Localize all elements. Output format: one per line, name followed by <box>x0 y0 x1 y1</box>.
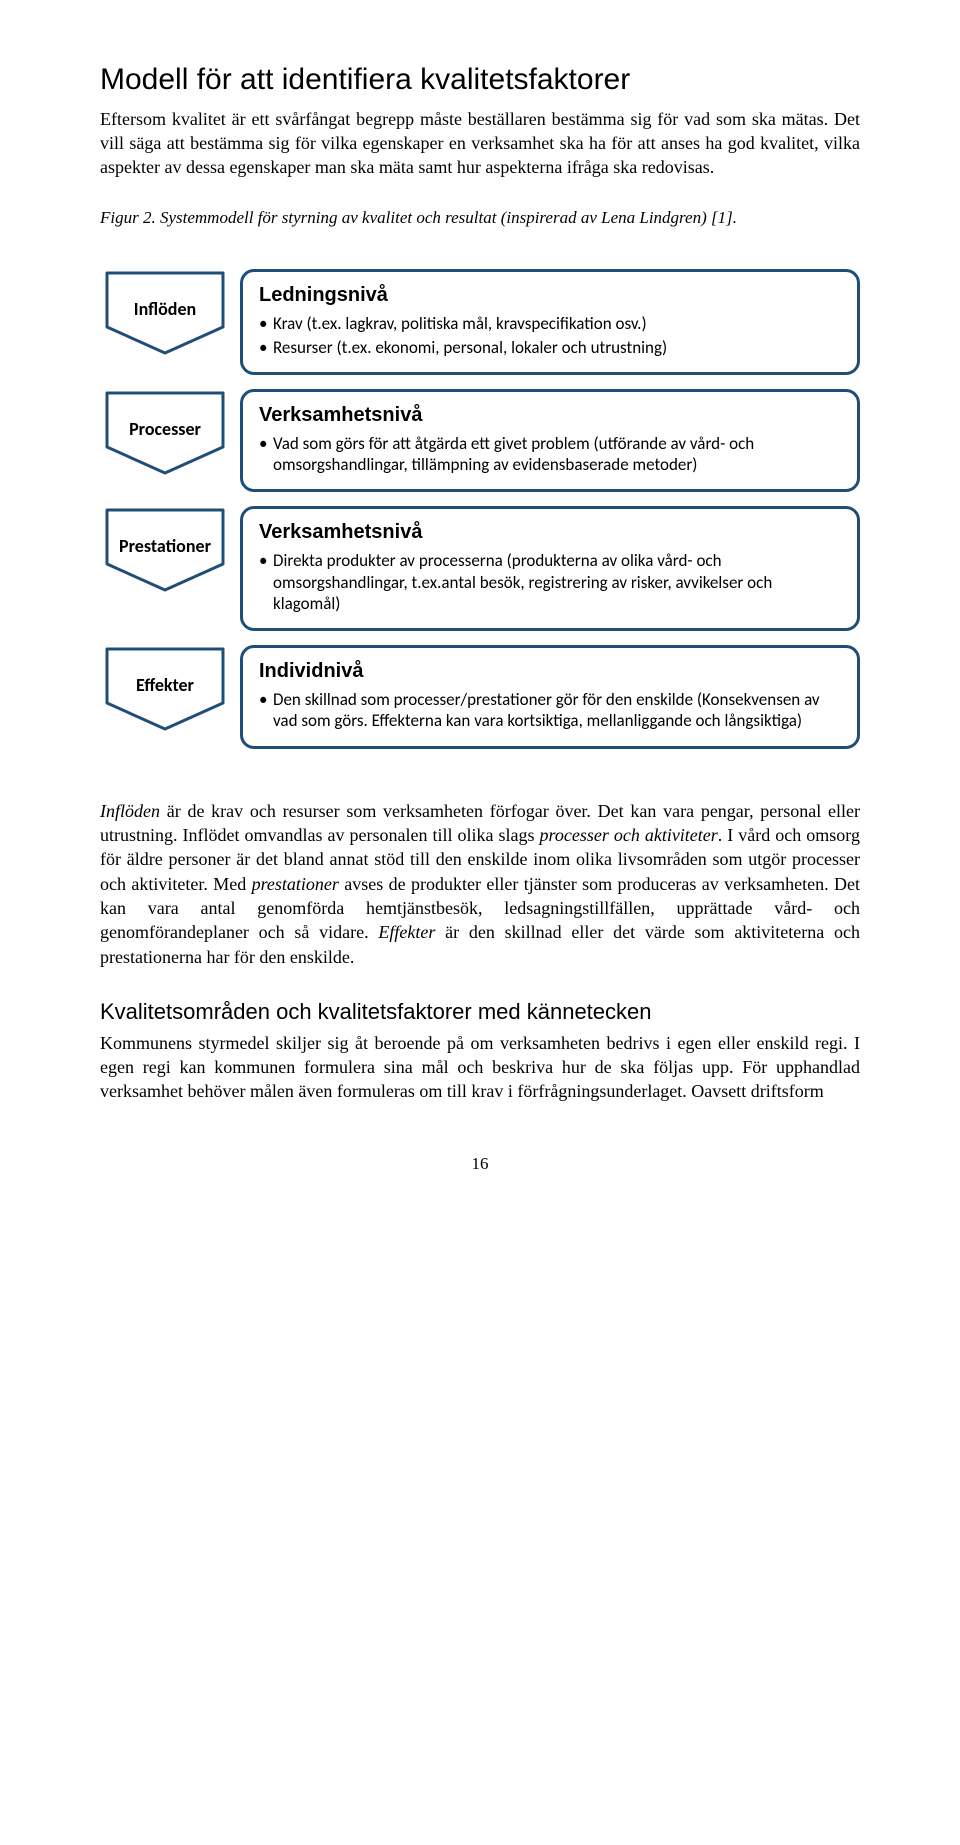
diagram-content-box: Verksamhetsnivå Direkta produkter av proc… <box>240 506 860 631</box>
bullet-item: Resurser (t.ex. ekonomi, personal, lokal… <box>259 337 841 358</box>
box-title: Verksamhetsnivå <box>259 402 841 429</box>
body-paragraph-1: Inflöden är de krav och resurser som ver… <box>100 799 860 969</box>
page-number: 16 <box>100 1153 860 1176</box>
chevron-label: Effekter <box>100 673 230 697</box>
chevron-down-icon: Effekter <box>100 645 230 749</box>
diagram-content-box: Verksamhetsnivå Vad som görs för att åtgä… <box>240 389 860 493</box>
diagram-row: Inflöden Ledningsnivå Krav (t.ex. lagkrav,… <box>100 269 860 375</box>
text-run: Inflöden <box>100 801 160 821</box>
system-model-diagram: Inflöden Ledningsnivå Krav (t.ex. lagkrav,… <box>100 269 860 748</box>
bullet-list: Den skillnad som processer/prestationer … <box>259 689 841 732</box>
chevron-label: Processer <box>100 417 230 441</box>
subheading: Kvalitetsområden och kvalitetsfaktorer m… <box>100 997 860 1027</box>
diagram-content-box: Individnivå Den skillnad som processer/pr… <box>240 645 860 749</box>
chevron-label: Inflöden <box>100 297 230 321</box>
intro-paragraph: Eftersom kvalitet är ett svårfångat begr… <box>100 107 860 180</box>
bullet-item: Vad som görs för att åtgärda ett givet p… <box>259 433 841 476</box>
chevron-down-icon: Processer <box>100 389 230 493</box>
text-run: processer och aktiviteter <box>540 825 718 845</box>
text-run: prestationer <box>252 874 339 894</box>
diagram-row: Effekter Individnivå Den skillnad som proc… <box>100 645 860 749</box>
bullet-item: Direkta produkter av processerna (produk… <box>259 550 841 614</box>
body-paragraph-2: Kommunens styrmedel skiljer sig åt beroe… <box>100 1031 860 1104</box>
box-title: Verksamhetsnivå <box>259 519 841 546</box>
bullet-item: Den skillnad som processer/prestationer … <box>259 689 841 732</box>
chevron-down-icon: Prestationer <box>100 506 230 631</box>
diagram-row: Prestationer Verksamhetsnivå Direkta produ… <box>100 506 860 631</box>
bullet-list: Krav (t.ex. lagkrav, politiska mål, krav… <box>259 313 841 358</box>
diagram-content-box: Ledningsnivå Krav (t.ex. lagkrav, politis… <box>240 269 860 375</box>
figure-caption: Figur 2. Systemmodell för styrning av kv… <box>100 207 860 229</box>
box-title: Individnivå <box>259 658 841 685</box>
chevron-label: Prestationer <box>100 534 230 558</box>
diagram-row: Processer Verksamhetsnivå Vad som görs för… <box>100 389 860 493</box>
chevron-down-icon: Inflöden <box>100 269 230 375</box>
text-run: Effekter <box>378 922 435 942</box>
bullet-list: Vad som görs för att åtgärda ett givet p… <box>259 433 841 476</box>
bullet-list: Direkta produkter av processerna (produk… <box>259 550 841 614</box>
page-title: Modell för att identifiera kvalitetsfakt… <box>100 60 860 101</box>
box-title: Ledningsnivå <box>259 282 841 309</box>
bullet-item: Krav (t.ex. lagkrav, politiska mål, krav… <box>259 313 841 334</box>
